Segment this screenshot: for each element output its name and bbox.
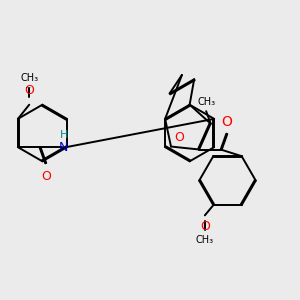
Text: CH₃: CH₃ [20,73,38,83]
Text: O: O [174,131,184,144]
Text: O: O [200,220,210,233]
Text: N: N [59,141,68,154]
Text: CH₃: CH₃ [196,235,214,244]
Text: H: H [60,130,68,140]
Text: O: O [221,115,232,129]
Text: methoxy: methoxy [26,86,32,88]
Text: CH₃: CH₃ [197,97,215,107]
Text: O: O [41,170,51,183]
Text: O: O [24,84,34,97]
